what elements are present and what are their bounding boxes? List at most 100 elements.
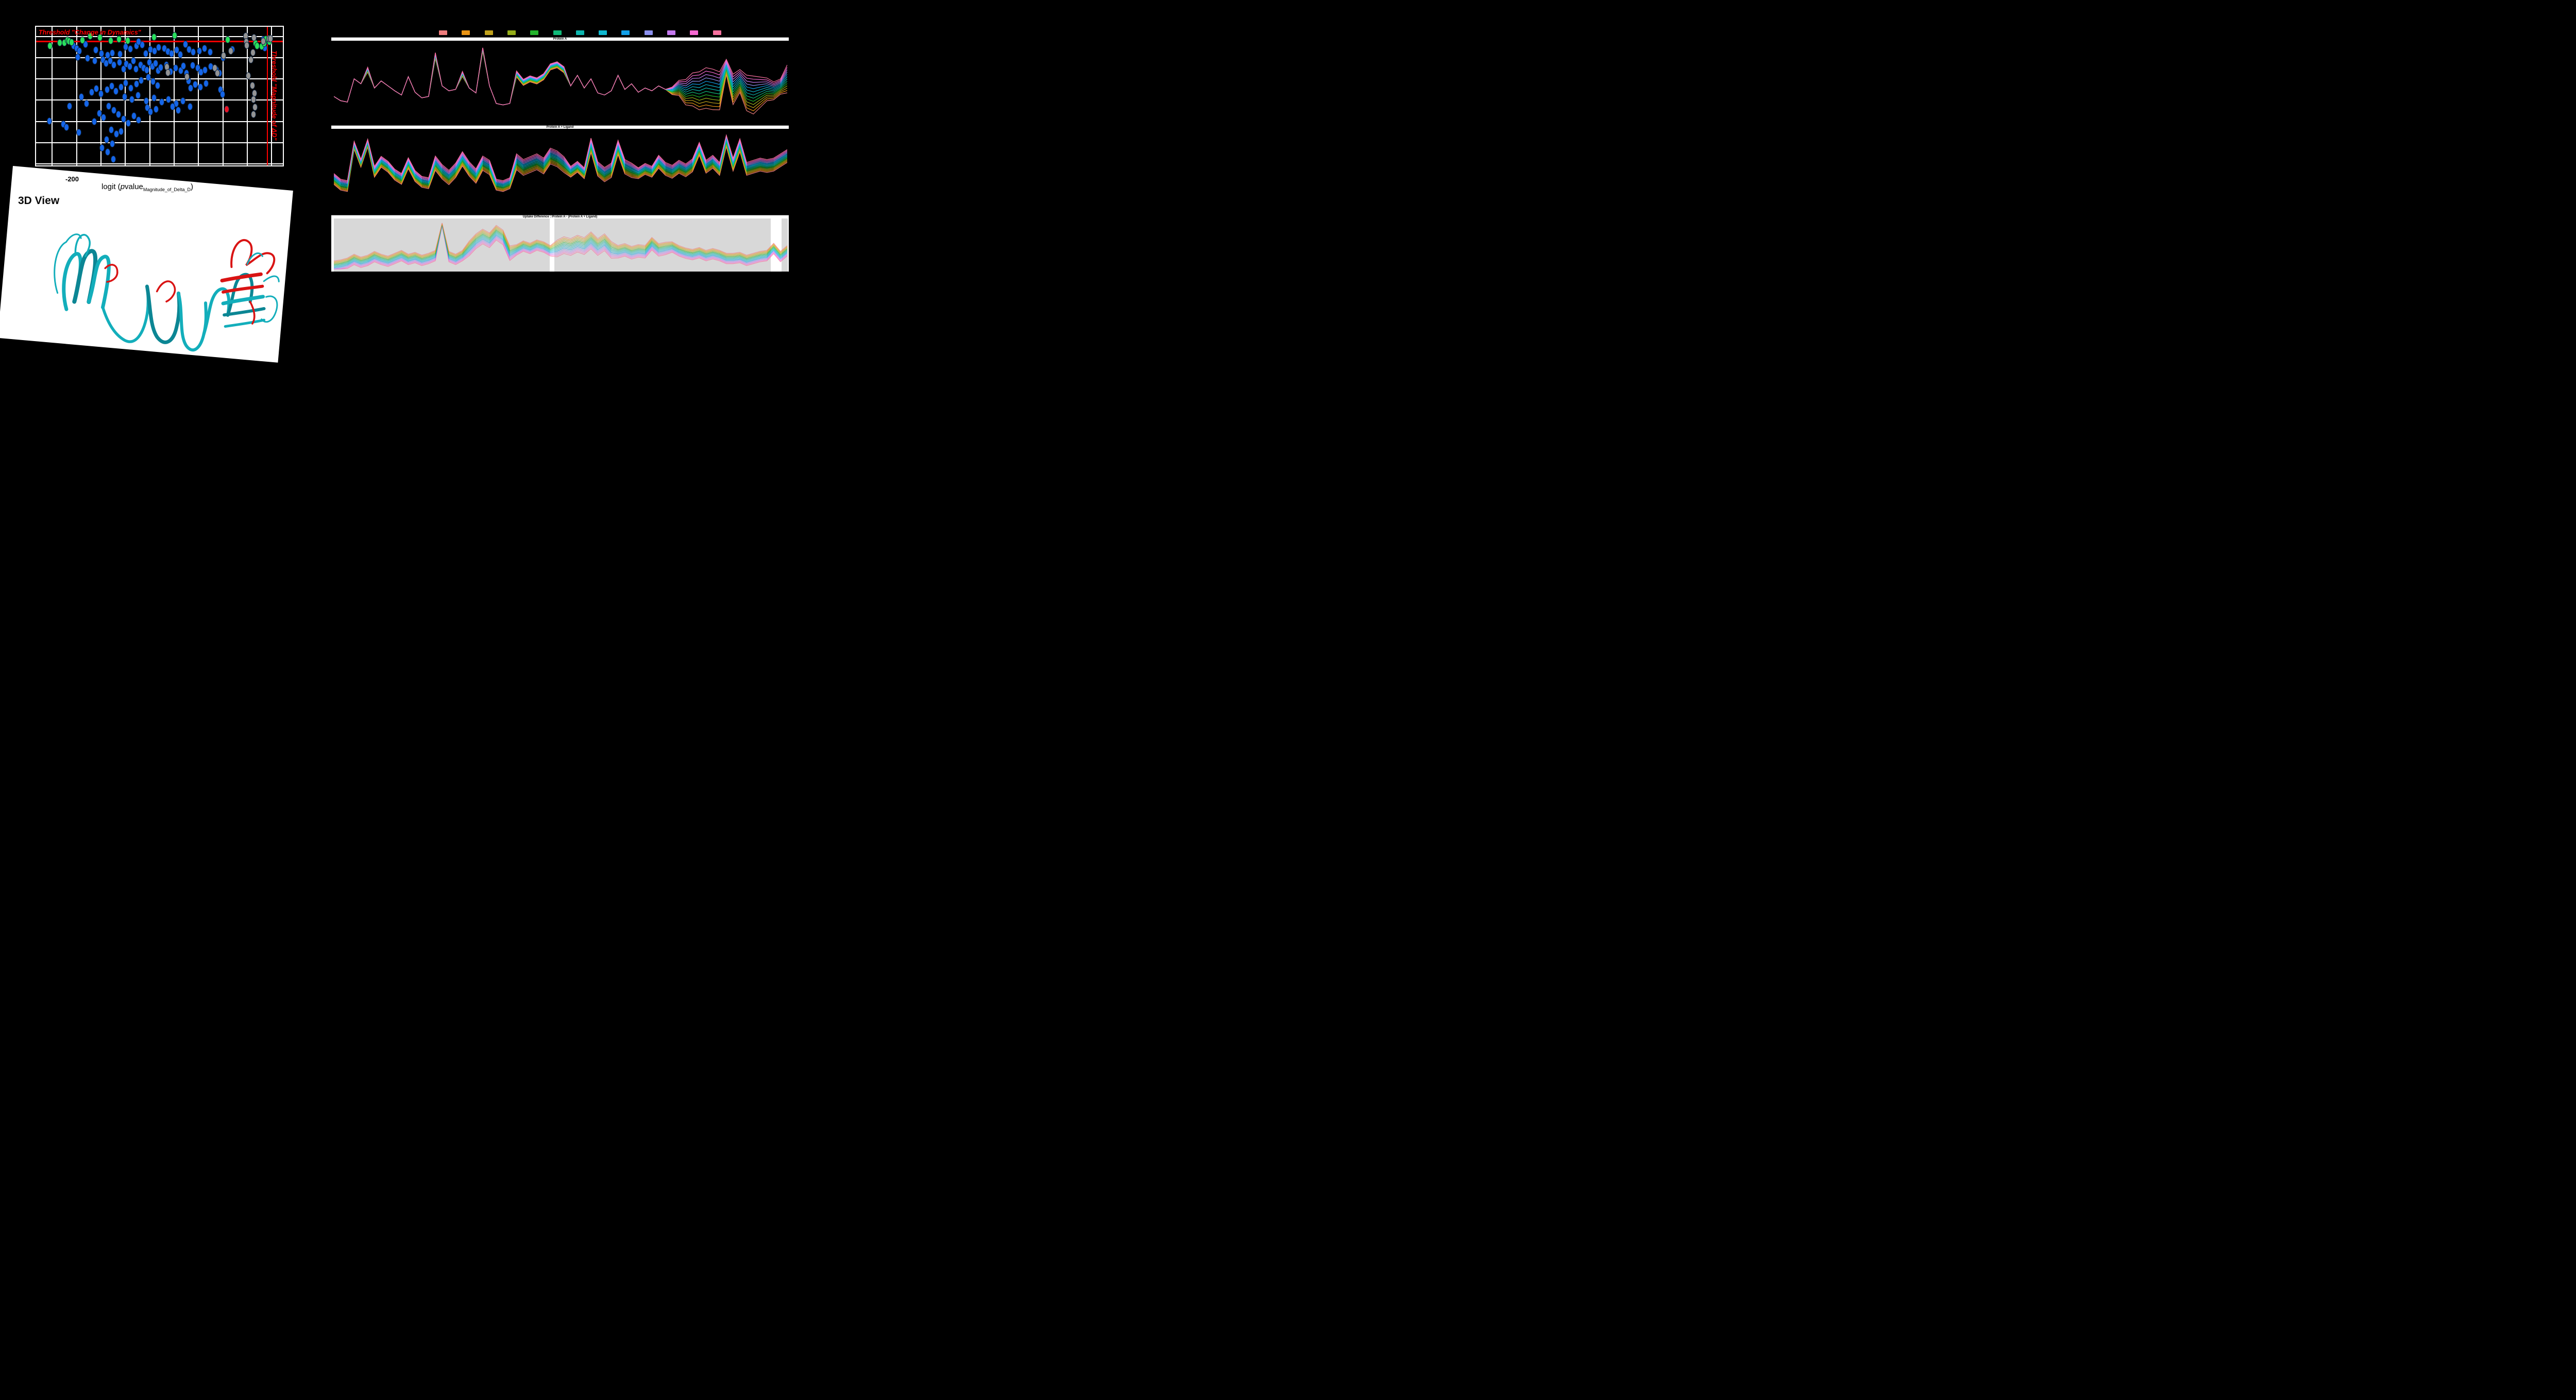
scatter-point[interactable] (143, 49, 149, 57)
scatter-point[interactable] (116, 58, 122, 66)
scatter-point[interactable] (108, 37, 113, 44)
scatter-point[interactable] (96, 109, 102, 117)
scatter-point[interactable] (125, 37, 130, 45)
scatter-point[interactable] (250, 95, 256, 103)
scatter-point[interactable] (69, 39, 75, 46)
scatter-point[interactable] (202, 45, 208, 53)
scatter-point[interactable] (84, 99, 90, 107)
scatter-point[interactable] (113, 87, 119, 95)
scatter-point[interactable] (197, 47, 202, 55)
scatter-point[interactable] (75, 53, 81, 61)
scatter-point[interactable] (158, 64, 164, 71)
scatter-point[interactable] (79, 93, 84, 100)
timepoint-swatch[interactable] (575, 30, 584, 35)
scatter-point[interactable] (105, 148, 110, 156)
scatter-point[interactable] (145, 73, 151, 81)
scatter-point[interactable] (153, 60, 159, 68)
scatter-point[interactable] (181, 62, 187, 70)
scatter-point[interactable] (190, 48, 196, 56)
scatter-point[interactable] (252, 103, 258, 111)
scatter-point[interactable] (126, 119, 131, 127)
scatter-point[interactable] (225, 36, 230, 44)
scatter-point[interactable] (173, 64, 178, 72)
scatter-point[interactable] (245, 72, 251, 80)
scatter-point[interactable] (175, 107, 181, 114)
scatter-point[interactable] (244, 42, 250, 49)
timepoint-swatch[interactable] (667, 30, 675, 35)
timepoint-swatch[interactable] (507, 30, 516, 35)
scatter-point[interactable] (123, 79, 128, 87)
scatter-point[interactable] (134, 80, 140, 88)
scatter-point[interactable] (117, 50, 123, 58)
scatter-point[interactable] (128, 85, 134, 92)
scatter-point[interactable] (46, 117, 52, 125)
scatter-point[interactable] (89, 89, 95, 96)
scatter-point[interactable] (92, 57, 98, 64)
scatter-point[interactable] (127, 62, 132, 70)
scatter-point[interactable] (91, 117, 97, 125)
scatter-point[interactable] (188, 85, 193, 92)
scatter-point[interactable] (251, 34, 257, 42)
scatter-point[interactable] (133, 65, 139, 73)
scatter-point[interactable] (85, 54, 91, 62)
scatter-point[interactable] (76, 129, 82, 137)
scatter-point[interactable] (109, 140, 115, 147)
scatter-point[interactable] (130, 57, 136, 65)
scatter-point[interactable] (192, 80, 198, 88)
scatter-point[interactable] (202, 66, 208, 74)
scatter-point[interactable] (144, 66, 149, 74)
scatter-point[interactable] (118, 83, 124, 91)
scatter-point[interactable] (121, 115, 127, 123)
scatter-point[interactable] (221, 52, 227, 60)
scatter-point[interactable] (165, 69, 171, 76)
timepoint-swatch[interactable] (644, 30, 653, 35)
scatter-point[interactable] (106, 103, 112, 110)
timepoint-swatch[interactable] (599, 30, 607, 35)
scatter-point[interactable] (165, 96, 171, 104)
scatter-point[interactable] (118, 127, 124, 135)
scatter-point[interactable] (220, 90, 226, 98)
scatter-point[interactable] (190, 61, 195, 69)
scatter-point[interactable] (203, 79, 209, 87)
scatter-point[interactable] (172, 31, 177, 39)
scatter-point[interactable] (109, 82, 114, 90)
scatter-point[interactable] (135, 92, 141, 99)
chart-plot-area[interactable] (331, 41, 789, 122)
scatter-point[interactable] (187, 103, 193, 111)
uptake-chart-protein-a-ligand[interactable]: Protein A + Ligand (331, 125, 789, 210)
scatter-point[interactable] (104, 86, 110, 94)
scatter-point[interactable] (198, 83, 204, 91)
scatter-point[interactable] (109, 49, 115, 57)
uptake-chart-protein-a[interactable]: Protein A (331, 37, 789, 122)
scatter-point[interactable] (148, 108, 154, 116)
timepoint-swatch[interactable] (713, 30, 721, 35)
chart-plot-area[interactable] (331, 218, 789, 272)
scatter-point[interactable] (128, 45, 133, 53)
scatter-point[interactable] (248, 56, 253, 63)
timepoint-swatch[interactable] (530, 30, 539, 35)
scatter-point[interactable] (195, 64, 200, 72)
volcano-plot[interactable]: Threshold "Change in Dynamics" Threshold… (35, 26, 284, 166)
scatter-point[interactable] (151, 33, 157, 41)
chart-plot-area[interactable] (331, 129, 789, 210)
scatter-point[interactable] (228, 47, 234, 55)
timepoint-swatch[interactable] (439, 30, 447, 35)
structure-3d-panel[interactable] (0, 166, 293, 363)
scatter-point[interactable] (177, 51, 183, 59)
scatter-point[interactable] (184, 73, 190, 81)
scatter-point[interactable] (267, 35, 273, 42)
timepoint-swatch[interactable] (462, 30, 470, 35)
scatter-point[interactable] (152, 47, 158, 55)
scatter-point[interactable] (111, 155, 116, 163)
timepoint-swatch[interactable] (553, 30, 562, 35)
scatter-point[interactable] (122, 93, 127, 100)
scatter-point[interactable] (147, 59, 152, 66)
scatter-point[interactable] (116, 111, 122, 119)
scatter-point[interactable] (129, 95, 134, 103)
scatter-point[interactable] (111, 107, 117, 114)
scatter-point[interactable] (180, 97, 185, 105)
scatter-point[interactable] (64, 123, 70, 131)
scatter-point[interactable] (261, 37, 266, 45)
scatter-point[interactable] (170, 103, 176, 110)
scatter-point[interactable] (104, 136, 110, 143)
